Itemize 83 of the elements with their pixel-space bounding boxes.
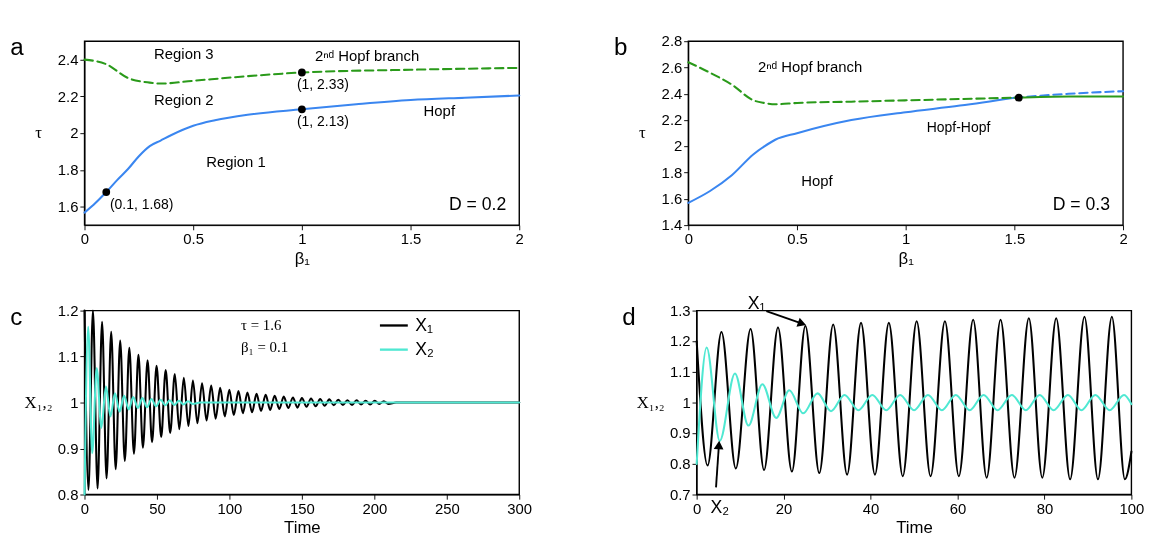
y-axis-title: X₁,₂	[24, 392, 53, 412]
y-tick-label: 1.3	[669, 302, 691, 319]
annotation: β₁ = 0.1	[241, 339, 289, 356]
x-tick-label: 250	[434, 500, 460, 517]
annotation: Region 1	[206, 154, 266, 171]
chart-title: d	[622, 302, 636, 330]
y-tick-label: 2.2	[661, 112, 683, 129]
y-tick-label: 1	[70, 394, 79, 411]
x-tick-label: 40	[862, 500, 880, 517]
x-tick-label: 2	[1119, 231, 1128, 248]
y-tick-label: 1.4	[661, 217, 683, 234]
x-tick-label: 80	[1036, 500, 1054, 517]
annotation: Hopf-Hopf	[926, 118, 991, 135]
annotation: Hopf	[801, 172, 834, 189]
y-tick-label: 2	[674, 138, 683, 155]
y-tick-label: 2.8	[661, 33, 683, 50]
x-axis-title: β₁	[294, 248, 311, 268]
y-tick-label: 1.6	[57, 198, 79, 215]
x-axis-title: Time	[284, 518, 321, 538]
y-tick-label: 1.1	[669, 364, 691, 381]
chart-title: a	[10, 33, 25, 61]
y-tick-label: 0.8	[57, 486, 79, 503]
y-axis-title: X₁,₂	[636, 392, 665, 412]
annotation: D = 0.2	[448, 193, 507, 214]
annotation: Region 3	[154, 45, 214, 62]
x-tick-label: 1.5	[400, 231, 422, 248]
legend-label: X₁	[415, 315, 433, 336]
x-tick-label: 1	[902, 231, 911, 248]
x-tick-label: 0	[693, 500, 702, 517]
annotation: (0.1, 1.68)	[109, 195, 174, 212]
x-tick-label: 100	[217, 500, 243, 517]
legend-label: X₂	[415, 339, 434, 360]
x-tick-label: 0	[684, 231, 693, 248]
annotation: (1, 2.33)	[296, 76, 349, 93]
x-tick-label: 50	[149, 500, 166, 517]
annotation: 2ⁿᵈ Hopf branch	[757, 58, 863, 75]
y-tick-label: 1.2	[57, 302, 79, 319]
x-tick-label: 0.5	[787, 231, 808, 248]
x-tick-label: 1.5	[1004, 231, 1026, 248]
annotation: X₂	[710, 497, 730, 518]
y-tick-label: 1.2	[669, 333, 691, 350]
point	[102, 188, 111, 196]
annotation: Region 2	[154, 91, 214, 108]
y-tick-label: 2	[70, 125, 79, 142]
y-tick-label: 1.6	[661, 190, 683, 207]
y-axis-title: τ	[35, 123, 43, 143]
y-tick-label: 1.8	[661, 164, 683, 181]
chart-title: c	[10, 302, 23, 330]
x-tick-label: 150	[289, 500, 315, 517]
y-tick-label: 1	[682, 394, 691, 411]
annotation: τ = 1.6	[241, 317, 282, 334]
x-tick-label: 300	[507, 500, 533, 517]
x-tick-label: 100	[1119, 500, 1145, 517]
y-tick-label: 2.2	[57, 88, 79, 105]
x-tick-label: 0	[80, 500, 90, 517]
chart-title: b	[614, 33, 628, 61]
y-tick-label: 0.8	[669, 456, 691, 472]
y-axis-title: τ	[638, 123, 646, 143]
annotation: Hopf	[423, 102, 456, 119]
y-tick-label: 0.9	[57, 440, 79, 457]
y-tick-label: 0.9	[669, 425, 691, 442]
x-tick-label: 0.5	[183, 231, 205, 248]
annotation: D = 0.3	[1052, 193, 1111, 214]
y-tick-label: 2.6	[661, 59, 683, 76]
x-tick-label: 0	[80, 231, 90, 248]
x-tick-label: 1	[298, 231, 307, 248]
y-tick-label: 1.8	[57, 162, 79, 179]
x-tick-label: 20	[775, 500, 793, 517]
annotation: 2ⁿᵈ Hopf branch	[314, 47, 420, 64]
x-tick-label: 60	[949, 500, 967, 517]
point	[298, 105, 306, 114]
line-series	[83, 94, 521, 214]
line-series	[695, 346, 1133, 465]
y-tick-label: 2.4	[57, 51, 79, 68]
annotation: (1, 2.13)	[296, 113, 349, 130]
point	[298, 68, 306, 77]
x-tick-label: 2	[515, 231, 524, 248]
x-axis-title: Time	[896, 518, 933, 538]
x-tick-label: 200	[362, 500, 388, 517]
y-tick-label: 0.7	[669, 486, 691, 503]
y-tick-label: 2.4	[661, 85, 683, 102]
x-axis-title: β₁	[898, 248, 915, 268]
y-tick-label: 1.1	[57, 348, 79, 365]
